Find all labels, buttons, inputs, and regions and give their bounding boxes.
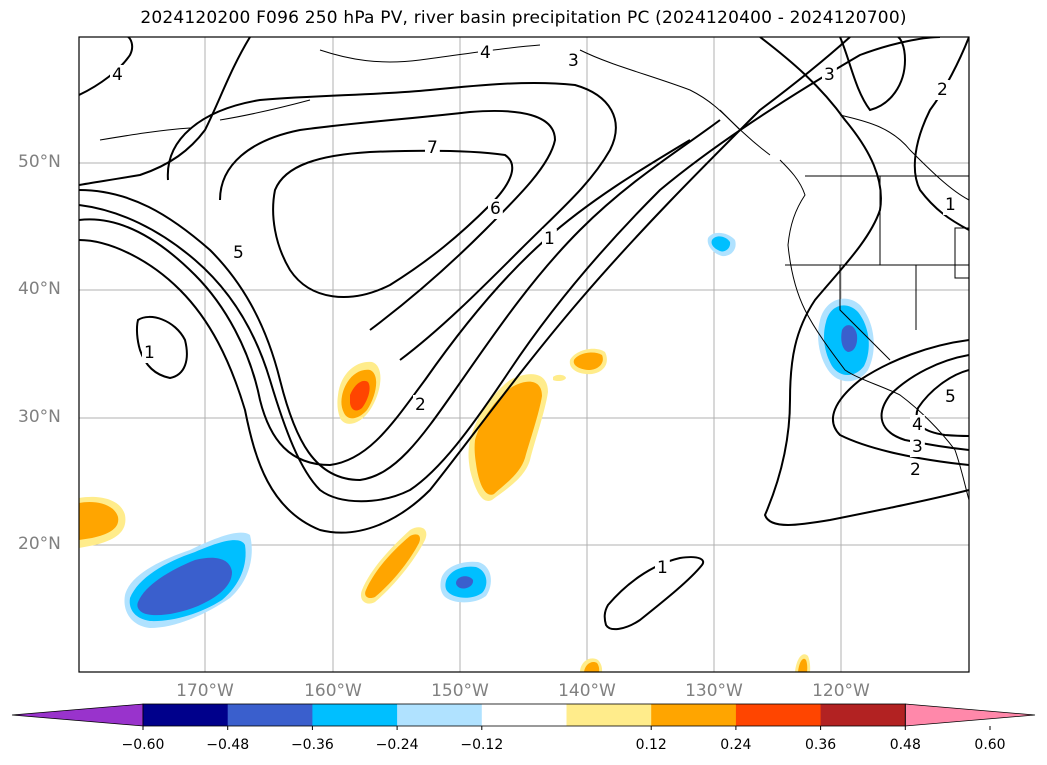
- contour-label: 3: [912, 437, 923, 457]
- contour-label-bg: [231, 243, 246, 263]
- contour-label-bg: [910, 437, 925, 457]
- lon-label: 140°W: [558, 681, 616, 701]
- colorbar-segment: [820, 704, 906, 726]
- colorbar-tick-label: 0.36: [805, 737, 837, 753]
- lon-label: 160°W: [304, 681, 362, 701]
- contour-label: 4: [912, 415, 923, 435]
- contour-label: 2: [937, 80, 948, 100]
- map-frame: [78, 36, 970, 673]
- contour-label-bg: [478, 43, 493, 63]
- contour-label: 5: [233, 243, 244, 263]
- contour-label: 3: [568, 51, 579, 71]
- colorbar-min-extend: [11, 703, 144, 727]
- negative-precip-area: [137, 557, 232, 616]
- contour-label-bg: [943, 195, 958, 215]
- positive-precip-area: [365, 534, 420, 599]
- map-title: 2024120200 F096 250 hPa PV, river basin …: [140, 8, 907, 28]
- colorbar-segment: [143, 704, 229, 726]
- positive-precip-area: [79, 501, 119, 540]
- contour-label: 6: [490, 199, 501, 219]
- contour-label-bg: [110, 65, 125, 85]
- negative-precip-area: [456, 576, 474, 589]
- contour-label: 1: [945, 195, 956, 215]
- contour-label-bg: [142, 343, 157, 363]
- lon-label: 170°W: [176, 681, 234, 701]
- lat-label: 40°N: [18, 279, 61, 299]
- contour-label: 2: [415, 395, 426, 415]
- colorbar-tick-label: 0.24: [720, 737, 752, 753]
- colorbar-tick-label: 0.48: [889, 737, 921, 753]
- contour-label: 4: [112, 65, 123, 85]
- positive-precip-area: [350, 380, 370, 411]
- colorbar: [11, 703, 1036, 730]
- contour-label-bg: [908, 460, 923, 480]
- contour-label-bg: [413, 395, 428, 415]
- positive-precip-area: [553, 374, 566, 382]
- contour-label-bg: [910, 415, 925, 435]
- colorbar-tick-label: −0.12: [460, 737, 504, 753]
- contour-label-bg: [935, 80, 950, 100]
- colorbar-segment: [651, 704, 737, 726]
- colorbar-max-extend: [904, 703, 1036, 727]
- colorbar-tick-label: −0.36: [290, 737, 334, 753]
- contour-label: 2: [910, 460, 921, 480]
- precip-shading: [79, 232, 874, 672]
- colorbar-segment: [481, 704, 567, 726]
- colorbar-segment: [227, 704, 313, 726]
- contour-label-bg: [425, 138, 440, 158]
- contour-label: 3: [824, 65, 835, 85]
- contour-label: 1: [657, 558, 668, 578]
- negative-precip-area: [841, 325, 858, 352]
- lon-label: 120°W: [812, 681, 870, 701]
- map-panel: 4 3 7 6 5 1 1 2 3 2 1 2 3 4 5 1 4: [78, 36, 970, 673]
- contour-label: 1: [544, 229, 555, 249]
- colorbar-segment: [397, 704, 483, 726]
- contour-label: 5: [945, 387, 956, 407]
- colorbar-segment: [566, 704, 652, 726]
- colorbar-segment: [312, 704, 398, 726]
- negative-precip-area: [711, 236, 731, 252]
- colorbar-segment: [735, 704, 822, 726]
- contour-labels: 4 3 7 6 5 1 1 2 3 2 1 2 3 4 5 1 4: [110, 43, 958, 578]
- colorbar-tick-label: −0.48: [206, 737, 250, 753]
- lat-label: 50°N: [18, 152, 61, 172]
- coastlines: [99, 44, 969, 501]
- colorbar-tick-label: 0.60: [974, 737, 1006, 753]
- contour-label-bg: [943, 387, 958, 407]
- lon-label: 130°W: [685, 681, 743, 701]
- pv-contours: [79, 37, 969, 631]
- colorbar-tick-label: −0.60: [121, 737, 165, 753]
- positive-precip-area: [584, 662, 600, 672]
- colorbar-tick-label: −0.24: [375, 737, 419, 753]
- positive-precip-area: [798, 658, 808, 672]
- contour-label: 1: [144, 343, 155, 363]
- lat-label: 30°N: [18, 407, 61, 427]
- lat-label: 20°N: [18, 534, 61, 554]
- contour-label-bg: [488, 199, 503, 219]
- contour-label-bg: [822, 65, 837, 85]
- positive-precip-area: [573, 352, 603, 370]
- colorbar-outline: [142, 703, 906, 727]
- contour-label: 7: [427, 138, 438, 158]
- contour-label-bg: [655, 558, 670, 578]
- lon-label: 150°W: [431, 681, 489, 701]
- colorbar-tick-label: 0.12: [635, 737, 667, 753]
- contour-label-bg: [542, 229, 557, 249]
- contour-label-bg: [566, 51, 581, 71]
- contour-label: 4: [480, 43, 491, 63]
